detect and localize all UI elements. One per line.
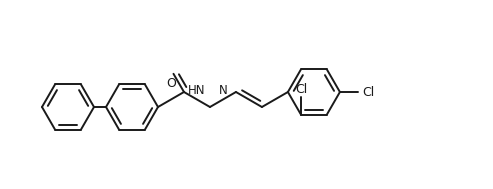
Text: N: N — [218, 84, 227, 97]
Text: Cl: Cl — [295, 83, 307, 96]
Text: O: O — [167, 77, 176, 90]
Text: Cl: Cl — [362, 85, 374, 98]
Text: HN: HN — [188, 84, 206, 97]
